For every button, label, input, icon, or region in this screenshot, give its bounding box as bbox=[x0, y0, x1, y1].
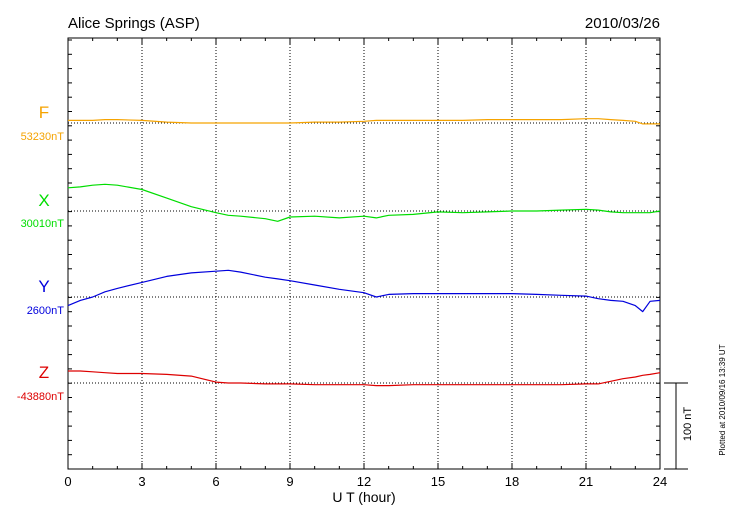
x-tick-label: 9 bbox=[286, 474, 293, 489]
x-tick-label: 21 bbox=[579, 474, 593, 489]
series-baseline-f: 53230nT bbox=[21, 131, 65, 143]
x-tick-label: 0 bbox=[64, 474, 71, 489]
axis-ticks bbox=[67, 38, 661, 469]
series-name-x: X bbox=[38, 191, 49, 210]
station-title: Alice Springs (ASP) bbox=[68, 15, 200, 32]
x-tick-label: 6 bbox=[212, 474, 219, 489]
scale-bar: 100 nT bbox=[664, 382, 694, 470]
x-tick-label: 15 bbox=[431, 474, 445, 489]
series-name-f: F bbox=[39, 103, 49, 122]
x-tick-label: 12 bbox=[357, 474, 371, 489]
x-axis-label: U T (hour) bbox=[332, 489, 395, 505]
series-baseline-z: -43880nT bbox=[17, 391, 64, 403]
x-tick-label: 18 bbox=[505, 474, 519, 489]
x-tick-label: 3 bbox=[138, 474, 145, 489]
series-baseline-x: 30010nT bbox=[21, 218, 65, 230]
series-name-y: Y bbox=[38, 277, 49, 296]
series-line-z bbox=[68, 370, 661, 387]
series-line-f bbox=[68, 118, 660, 125]
series-labels: F 53230nT X 30010nT Y 2600nT Z -43880nT bbox=[17, 103, 64, 403]
series-lines bbox=[67, 118, 661, 387]
x-tick-label: 24 bbox=[653, 474, 667, 489]
series-baseline-y: 2600nT bbox=[27, 305, 65, 317]
date-label: 2010/03/26 bbox=[585, 15, 660, 32]
series-name-z: Z bbox=[39, 363, 49, 382]
scale-bar-label: 100 nT bbox=[682, 407, 694, 442]
series-line-y bbox=[67, 269, 661, 313]
series-line-x bbox=[67, 183, 661, 222]
x-tick-labels: 0 3 6 9 12 15 18 21 24 bbox=[64, 474, 667, 489]
vertical-gridlines bbox=[141, 38, 587, 469]
plotted-timestamp: Plotted at 2010/09/16 13:39 UT bbox=[718, 344, 727, 455]
